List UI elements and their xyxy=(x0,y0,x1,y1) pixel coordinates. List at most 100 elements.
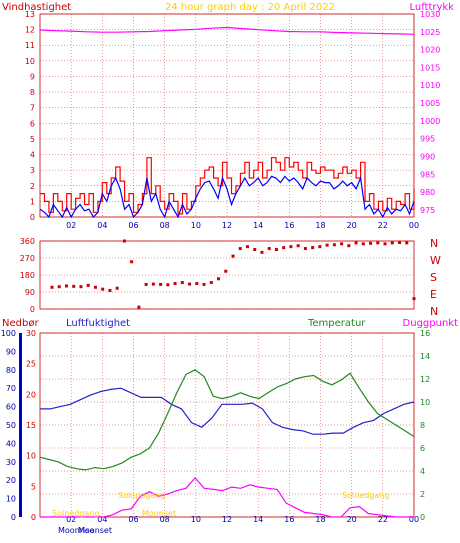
temp-ytick-label: 12 xyxy=(420,375,430,384)
direction-point xyxy=(282,246,286,250)
bottom-xtick-label: 14 xyxy=(253,515,263,524)
wind-ytick-label: 2 xyxy=(30,182,35,191)
bottom-xtick-label: 00 xyxy=(409,515,419,524)
wind-ytick-label: 1 xyxy=(30,197,35,206)
humidity-ytick-label: 25 xyxy=(26,360,36,369)
direction-point xyxy=(195,282,199,285)
bottom-xtick-label: 02 xyxy=(66,515,76,524)
wind-ytick-label: 9 xyxy=(30,72,35,81)
direction-point xyxy=(159,282,163,286)
dewpoint-label: Duggpunkt xyxy=(403,318,459,329)
duggpunkt-line xyxy=(40,476,414,518)
direction-point xyxy=(369,241,373,245)
direction-point xyxy=(347,244,351,248)
temp-ytick-label: 10 xyxy=(420,398,430,407)
temp-ytick-label: 6 xyxy=(420,444,425,453)
direction-point xyxy=(340,242,344,246)
pressure-ytick-label: 995 xyxy=(420,135,435,144)
temp-ytick-label: 4 xyxy=(420,467,425,476)
direction-point xyxy=(405,241,409,245)
direction-point xyxy=(93,285,97,289)
pressure-ytick-label: 1000 xyxy=(420,117,440,126)
top-xtick-label: 18 xyxy=(315,221,325,230)
wind-ytick-label: 4 xyxy=(30,151,35,160)
direction-point xyxy=(303,247,307,251)
pressure-label: Lufttrykk xyxy=(409,2,454,13)
top-xtick-label: 16 xyxy=(284,221,294,230)
direction-point xyxy=(238,247,242,251)
direction-point xyxy=(166,283,170,287)
sunrise-label: Soloppgang xyxy=(118,491,165,500)
temp-ytick-label: 2 xyxy=(420,490,425,499)
grid-layer xyxy=(40,13,415,518)
top-xtick-label: 22 xyxy=(378,221,388,230)
dir-ytick-label: 360 xyxy=(20,237,35,246)
humidity-ytick-label: 15 xyxy=(26,421,36,430)
dir-ytick-label: 270 xyxy=(20,254,35,263)
direction-point xyxy=(398,241,402,245)
pressure-ytick-label: 1015 xyxy=(420,63,440,72)
wind-gust-line xyxy=(40,157,415,215)
direction-point xyxy=(260,250,264,254)
bottom-xtick-label: 16 xyxy=(284,515,294,524)
bottom-xtick-label: 10 xyxy=(191,515,201,524)
bottom-xtick-label: 08 xyxy=(160,515,170,524)
direction-point xyxy=(101,287,105,291)
wind-ytick-label: 7 xyxy=(30,104,35,113)
wind-speed-label: Vindhastighet xyxy=(2,2,71,13)
bottom-xtick-label: 18 xyxy=(315,515,325,524)
moonrise-label-2: Moonset xyxy=(78,526,112,535)
precip-ytick-label: 30 xyxy=(6,458,16,467)
top-xtick-label: 08 xyxy=(160,221,170,230)
top-xtick-label: 00 xyxy=(409,221,419,230)
bottom-xtick-label: 20 xyxy=(347,515,357,524)
top-xtick-label: 20 xyxy=(347,221,357,230)
sunset-label-early: Solnedgang xyxy=(52,509,99,518)
sunset-label: Solnedgang xyxy=(342,491,389,500)
precip-ytick-label: 0 xyxy=(11,513,16,522)
wind-ytick-label: 11 xyxy=(25,41,35,50)
top-xtick-label: 14 xyxy=(253,221,263,230)
temp-ytick-label: 16 xyxy=(420,329,430,338)
direction-point xyxy=(311,246,315,250)
temperature-label: Temperatur xyxy=(307,318,366,329)
pressure-ytick-label: 985 xyxy=(420,170,435,179)
humidity-ytick-label: 30 xyxy=(26,329,36,338)
direction-point xyxy=(57,285,61,289)
direction-point xyxy=(267,247,271,251)
luftfuktighet-line xyxy=(40,387,415,435)
pressure-ytick-label: 1030 xyxy=(420,10,440,19)
direction-point xyxy=(296,244,300,248)
precip-label: Nedbør xyxy=(2,318,39,329)
direction-point xyxy=(274,248,278,251)
precip-ytick-label: 40 xyxy=(6,439,16,448)
direction-point xyxy=(144,282,148,286)
direction-point xyxy=(188,282,192,286)
humidity-ytick-label: 5 xyxy=(31,482,36,491)
pressure-ytick-label: 1025 xyxy=(420,28,440,37)
direction-point xyxy=(217,277,221,281)
wind-ytick-label: 13 xyxy=(25,10,35,19)
direction-point xyxy=(180,281,184,285)
direction-point xyxy=(231,254,235,258)
direction-point xyxy=(151,282,155,286)
moonset-label: Moonset xyxy=(142,509,176,518)
wind-ytick-label: 6 xyxy=(30,119,35,128)
wind-ytick-label: 10 xyxy=(25,57,35,66)
wind-ytick-label: 12 xyxy=(25,26,35,35)
direction-point xyxy=(86,283,90,287)
temp-ytick-label: 14 xyxy=(420,352,430,361)
precip-ytick-label: 70 xyxy=(6,384,16,393)
pressure-ytick-label: 1020 xyxy=(420,46,440,55)
precip-ytick-label: 20 xyxy=(6,476,16,485)
top-xtick-label: 10 xyxy=(191,221,201,230)
wind-avg-line xyxy=(39,175,415,219)
wind-ytick-label: 0 xyxy=(30,213,35,222)
top-xtick-label: 04 xyxy=(97,221,107,230)
direction-point xyxy=(318,245,322,249)
precip-ytick-label: 50 xyxy=(6,421,16,430)
dir-ytick-label: 0 xyxy=(30,305,35,314)
precip-ytick-label: 10 xyxy=(6,495,16,504)
